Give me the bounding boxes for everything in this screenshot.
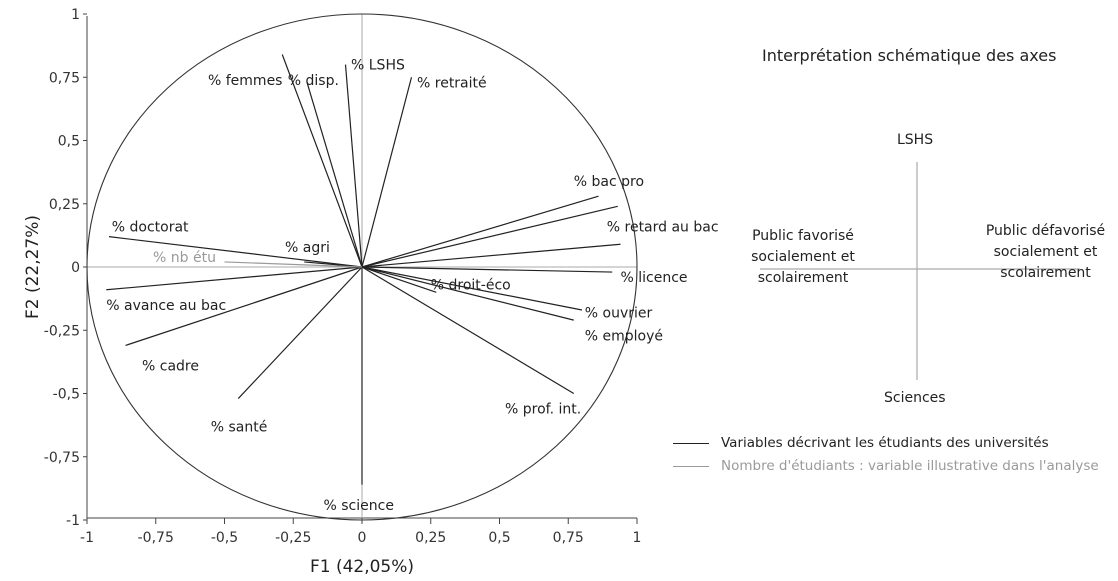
x-tick-label: -1 [80, 530, 94, 546]
y-axis-label: F2 (22,27%) [23, 215, 43, 319]
y-tick-label: 1 [71, 7, 80, 23]
vector-lshs [344, 64, 363, 268]
variable-label: % doctorat [112, 220, 189, 236]
variable-label: % avance au bac [106, 298, 226, 314]
variable-label: % femmes [208, 73, 282, 89]
vector-retard-au-bac-2 [361, 243, 621, 268]
schematic-left-line-2: socialement et [751, 249, 855, 265]
variable-label: % bac pro [574, 174, 644, 190]
schematic-left-label: Public favorisé socialement et scolairem… [738, 226, 868, 289]
vector-doctorat [108, 236, 363, 268]
vector-nb-tu [224, 261, 363, 268]
y-tick-label: 0,75 [49, 70, 80, 86]
vector-ouvrier [361, 266, 583, 311]
x-tick-label: -0,75 [138, 530, 174, 546]
vector-disp [306, 82, 363, 268]
schematic-left-line-1: Public favorisé [752, 228, 854, 244]
variable-label: % agri [285, 240, 330, 256]
variable-label: % retard au bac [607, 220, 719, 236]
variable-label: % licence [621, 270, 688, 286]
y-tick-label: 0,5 [58, 134, 80, 150]
schematic-right-label: Public défavorisé socialement et scolair… [978, 221, 1113, 284]
vector-retrait [361, 77, 413, 268]
schematic-bottom-label: Sciences [884, 390, 946, 406]
x-tick-label: 0,75 [553, 530, 584, 546]
y-tick-label: -0,25 [44, 323, 80, 339]
vector-cadre [125, 266, 363, 346]
y-tick-label: 0,25 [49, 197, 80, 213]
schematic-title: Interprétation schématique des axes [762, 46, 1057, 65]
variable-label: % disp. [288, 73, 339, 89]
vector-femmes [281, 54, 363, 268]
x-tick-label: 0 [358, 530, 367, 546]
variable-label: % science [324, 498, 394, 514]
x-axis-label: F1 (42,05%) [310, 557, 414, 577]
legend-swatch-dark [673, 442, 709, 444]
vector-bac-pro [361, 195, 599, 268]
y-tick-label: -0,5 [53, 387, 80, 403]
legend-label-variables: Variables décrivant les étudiants des un… [721, 435, 1049, 451]
variable-label: % LSHS [351, 58, 405, 74]
variable-label: % cadre [142, 359, 199, 375]
schematic-right-line-2: socialement et [993, 244, 1098, 260]
schematic-top-label: LSHS [897, 132, 934, 148]
vector-droit-co [361, 266, 437, 293]
x-tick-label: 0,25 [415, 530, 446, 546]
y-tick-label: 0 [71, 260, 80, 276]
variable-label: % droit-éco [431, 278, 511, 294]
y-tick-label: -0,75 [44, 450, 80, 466]
vector-prof-int [361, 266, 575, 395]
x-tick-label: 1 [633, 530, 642, 546]
legend-item-illustrative: Nombre d'étudiants : variable illustrati… [673, 458, 1099, 474]
variable-label: % retraité [417, 75, 487, 91]
x-tick-label: 0,5 [488, 530, 510, 546]
vector-sant [237, 266, 363, 399]
y-tick-label: -1 [66, 513, 80, 529]
vector-employ [361, 266, 574, 321]
variable-label: % santé [211, 419, 268, 435]
variable-label: % nb étu [153, 250, 216, 266]
variable-label: % prof. int. [505, 402, 581, 418]
vector-licence [361, 266, 613, 273]
vector-retard-au-bac [361, 205, 618, 268]
variable-label: % employé [585, 328, 663, 344]
legend-item-variables: Variables décrivant les étudiants des un… [673, 435, 1049, 451]
x-tick-label: -0,25 [275, 530, 311, 546]
legend-label-illustrative: Nombre d'étudiants : variable illustrati… [721, 458, 1099, 474]
schematic-left-line-3: scolairement [757, 270, 849, 286]
schematic-right-line-3: scolairement [1000, 265, 1091, 281]
legend-swatch-grey [673, 465, 709, 467]
vector-avance-au-bac [106, 266, 363, 291]
variable-label: % ouvrier [585, 306, 653, 322]
schematic-right-line-1: Public défavorisé [985, 223, 1106, 239]
x-tick-label: -0,5 [211, 530, 238, 546]
